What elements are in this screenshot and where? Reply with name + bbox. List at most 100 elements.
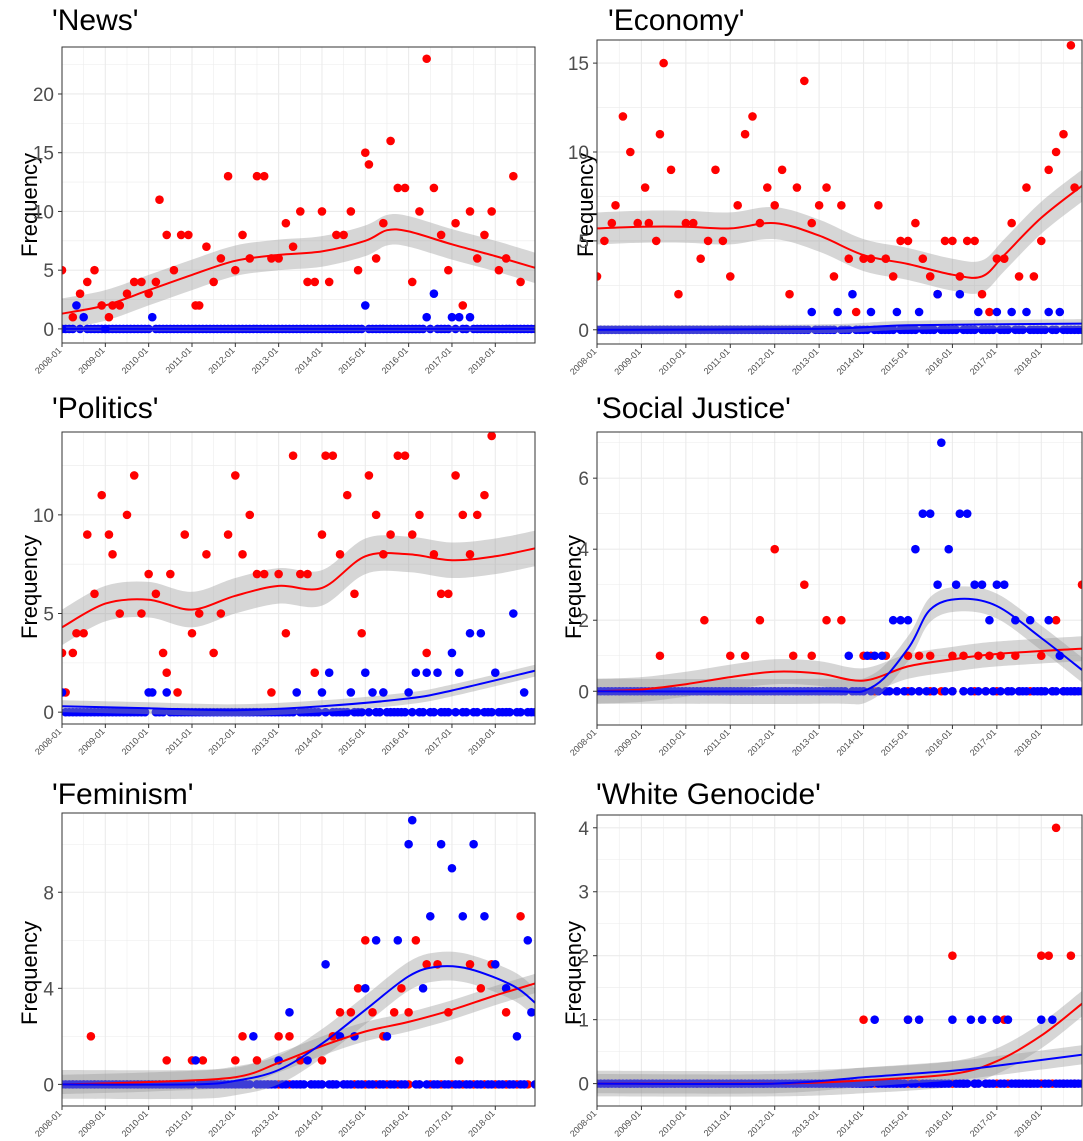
x-tick-label: 2014-01 [835,346,865,376]
x-tick-label: 2011-01 [702,346,732,376]
red-series-point [187,628,197,638]
red-series-confidence-band [597,169,1082,294]
blue-series-confidence-band [597,1045,1082,1094]
x-tick-label: 2008-01 [568,727,598,757]
plot-layers: 0 1 2 3 4 2008-01 2009-01 2010-01 2011-01 2012-01… [568,814,1083,1139]
blue-series-point [877,651,887,661]
red-series-point [288,242,298,251]
blue-series-point [899,686,909,696]
blue-series-point [903,1015,913,1024]
red-series-point [180,530,190,539]
blue-series-point [955,509,965,518]
blue-series-point [360,984,370,993]
x-tick-label: 2012-01 [746,1108,776,1138]
blue-series-point [389,1080,399,1089]
blue-series-point [988,325,998,335]
red-series-point [122,510,132,520]
blue-series-point [158,707,168,717]
red-series-point [465,550,475,559]
red-series-point [274,569,283,579]
blue-series-point [1033,1079,1042,1088]
red-series-point [859,1015,868,1024]
red-series-point [903,236,913,246]
blue-series-point [988,686,998,696]
red-series-point [740,651,750,661]
red-series-point [611,201,620,210]
red-series-point [465,960,475,969]
blue-series-point [458,911,468,921]
red-series-point [415,207,424,216]
red-series-point [788,651,798,661]
x-tick-label: 2013-01 [250,726,280,756]
plot-background [597,815,1082,1106]
blue-series-point [962,1079,972,1088]
red-series-point [231,471,240,480]
blue-series-point [899,1079,909,1088]
blue-series-point [866,307,876,317]
x-tick-label: 2013-01 [250,1108,280,1138]
plot-data-layer [597,823,1082,1097]
x-tick-label: 2016-01 [380,345,410,375]
x-tick-label: 2011-01 [163,345,193,375]
blue-series-point [974,686,983,696]
blue-series-point [476,628,486,638]
blue-series-point [892,307,902,317]
red-series-point [79,628,88,638]
red-series-point [62,648,67,658]
red-series-point [353,265,363,275]
red-series-point [837,615,846,625]
x-tick-label: 2015-01 [879,727,909,757]
x-tick-label: 2008-01 [33,726,63,756]
y-tick-label: 0 [43,703,54,724]
blue-series-point [519,1080,529,1089]
x-tick-label: 2015-01 [879,346,909,376]
x-tick-label: 2015-01 [336,1108,366,1138]
blue-series-point [342,707,352,717]
y-tick-label: 10 [568,143,589,164]
blue-series-point [249,1032,258,1041]
red-series-point [144,569,153,579]
red-series-point [202,550,211,559]
red-series-point [184,230,193,240]
red-series-point [480,490,489,500]
blue-series-point [505,707,515,717]
red-series-point [626,147,635,157]
red-series-point [472,254,482,263]
plot-area: 0 5 10 2008-01 2009-01 2010-01 2011-01 2012-01 2… [33,431,536,757]
red-series-smooth-line [62,982,535,1086]
red-series-point [1022,183,1031,192]
y-tick-label: 6 [578,469,589,490]
x-tick-label: 2012-01 [746,346,776,376]
blue-series-point [911,325,920,335]
red-series-point [332,230,341,240]
blue-series-point [400,707,410,717]
red-series-point [267,688,276,697]
y-tick-label: 8 [43,883,54,904]
plot-area: 0 2 4 6 2008-01 2009-01 2010-01 2011-01 2012-01 2… [568,431,1083,758]
plot-layers: 0 2 4 6 2008-01 2009-01 2010-01 2011-01 2012-01 2… [568,431,1083,758]
blue-series-point [996,686,1005,696]
blue-series-point [375,707,385,717]
red-series-point [700,615,709,625]
red-series-point [151,277,161,287]
red-series-point [948,951,957,961]
blue-series-point [462,707,471,717]
blue-series-point [415,1080,424,1089]
panel-title: 'News' [52,4,139,37]
x-tick-label: 2017-01 [968,1108,998,1138]
red-series-point [1051,823,1061,833]
red-series-point [155,195,164,204]
red-series-point [458,301,468,310]
red-series-point [162,230,172,240]
red-series-point [800,580,809,590]
y-tick-label: 10 [33,202,54,223]
red-series-point [509,171,518,181]
x-tick-label: 2009-01 [76,726,106,756]
red-series-point [259,569,269,579]
red-series-point [703,236,713,246]
red-series-point [925,651,935,661]
x-tick-label: 2011-01 [163,1108,193,1138]
plot-area: 0 5 10 15 2008-01 2009-01 2010-01 2011-01 2012-0… [568,39,1083,377]
red-series-point [444,589,453,599]
x-tick-label: 2018-01 [466,345,496,375]
